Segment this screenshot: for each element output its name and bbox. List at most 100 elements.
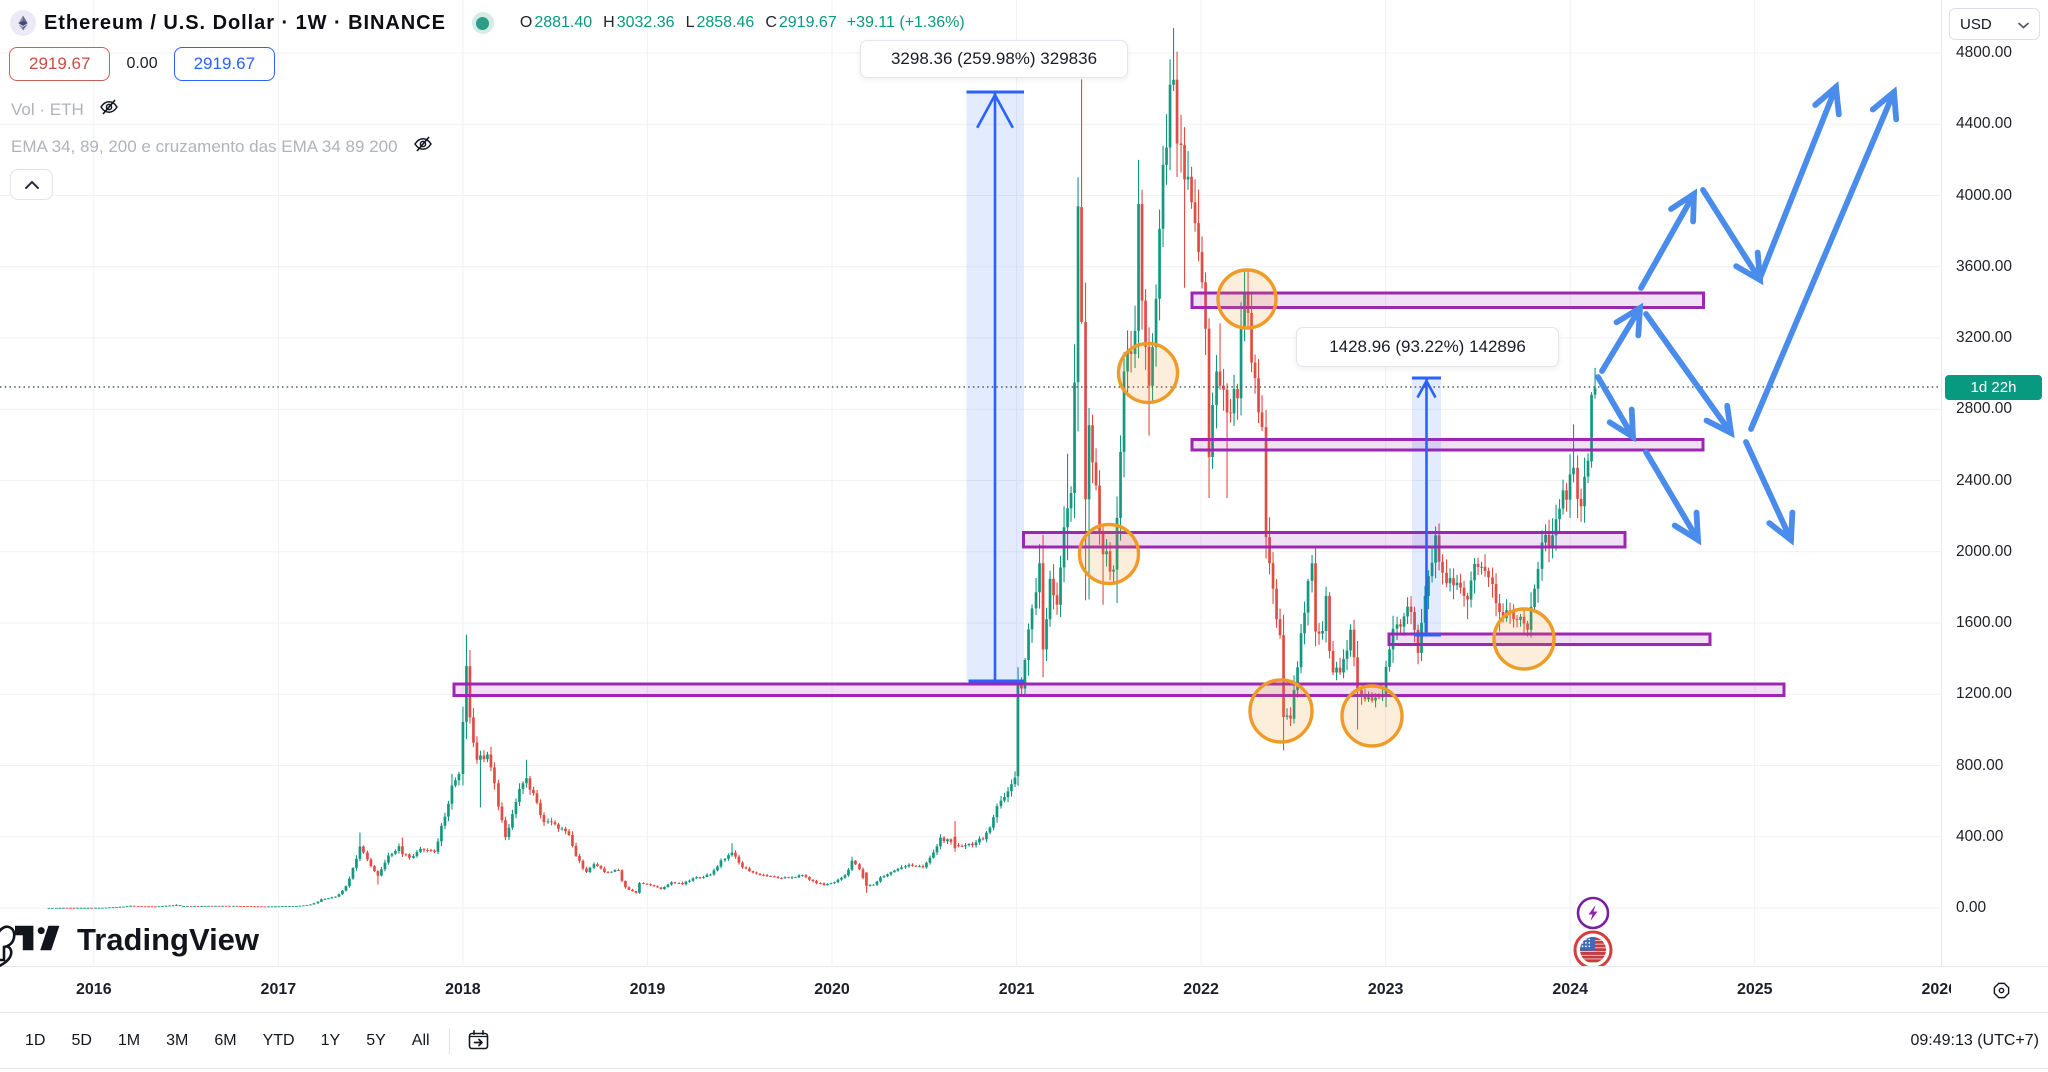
tradingview-wordmark: TradingView <box>77 921 260 957</box>
highlight-circle[interactable] <box>1340 684 1404 748</box>
arrow-down-to-2700[interactable] <box>1643 311 1734 436</box>
close-label: C <box>765 14 777 31</box>
connection-status-icon[interactable] <box>471 12 494 34</box>
low-value: 2858.46 <box>696 14 755 31</box>
measure-tooltip-1: 3298.36 (259.98%) 329836 <box>860 40 1128 78</box>
time-axis[interactable]: 2016 2017 2018 2019 2020 2021 2022 2023 2024 2025… <box>0 966 2048 1012</box>
ema-hidden-eye-icon[interactable] <box>412 133 434 160</box>
price-label-400.00: 400.00 <box>1956 827 2004 845</box>
bottom-toolbar: 1D 5D 1M 3M 6M YTD 1Y 5Y All 09:49:13 (UTC+7) <box>0 1012 2048 1069</box>
candles <box>47 28 1597 909</box>
toolbar-divider <box>448 1027 450 1054</box>
price-label-2400.00: 2400.00 <box>1956 471 2013 489</box>
volume-hidden-eye-icon[interactable] <box>98 96 120 123</box>
ohlc-values: O 2881.40 H 3032.36 L 2858.46 C 2919.67 +39.… <box>511 14 967 32</box>
range-button-1D[interactable]: 1D <box>25 1031 46 1049</box>
go-to-date-button[interactable] <box>460 1024 498 1058</box>
currency-selector[interactable]: USD <box>1949 8 2040 40</box>
collapse-panel-button[interactable] <box>10 169 53 200</box>
arrow-up-to-4600-a[interactable] <box>1757 84 1839 281</box>
price-label-0.00: 0.00 <box>1956 899 1987 916</box>
range-button-5D[interactable]: 5D <box>71 1031 92 1049</box>
measure-tooltip-2: 1428.96 (93.22%) 142896 <box>1296 327 1559 367</box>
currency-value: USD <box>1960 15 1992 33</box>
price-label-2800.00: 2800.00 <box>1956 400 2013 418</box>
year-label-2021: 2021 <box>998 980 1035 998</box>
supply-demand-zones[interactable] <box>452 291 1786 697</box>
arrow-down-to-3530[interactable] <box>1700 187 1763 283</box>
price-axis[interactable]: 4800.00 4400.00 4000.00 3600.00 3200.00 2800.… <box>1941 0 2048 966</box>
arrow-up-to-4000[interactable] <box>1638 191 1697 291</box>
range-button-5Y[interactable]: 5Y <box>366 1031 386 1049</box>
range-button-1Y[interactable]: 1Y <box>320 1031 341 1049</box>
year-label-2019: 2019 <box>629 980 666 998</box>
price-label-3600.00: 3600.00 <box>1956 257 2013 275</box>
candle-bodies-down <box>65 79 1583 909</box>
range-button-YTD[interactable]: YTD <box>262 1031 295 1049</box>
price-label-2000.00: 2000.00 <box>1956 542 2013 560</box>
ema-indicator-label[interactable]: EMA 34, 89, 200 e cruzamento das EMA 34 … <box>11 136 398 156</box>
axis-settings-icon[interactable] <box>1984 973 2018 1007</box>
arrow-up-to-3400[interactable] <box>1599 305 1643 374</box>
price-label-3200.00: 3200.00 <box>1956 329 2013 346</box>
bar-countdown-badge: 1d 22h <box>1945 375 2042 400</box>
session-clock[interactable]: 09:49:13 (UTC+7) <box>1910 1031 2039 1049</box>
sell-button[interactable]: 2919.67 <box>9 47 111 81</box>
range-button-6M[interactable]: 6M <box>214 1031 237 1049</box>
price-label-800.00: 800.00 <box>1956 756 2004 774</box>
arrow-up-to-4600-b[interactable] <box>1748 89 1897 432</box>
price-label-1600.00: 1600.00 <box>1956 614 2013 631</box>
buy-button[interactable]: 2919.67 <box>173 47 276 81</box>
volume-indicator-label[interactable]: Vol · ETH <box>11 99 84 119</box>
change-value: +39.11 (+1.36%) <box>846 14 965 31</box>
year-label-2016: 2016 <box>76 980 112 998</box>
highlight-circles[interactable] <box>1077 268 1556 748</box>
year-label-2018: 2018 <box>445 980 481 998</box>
year-label-2026: 2026 <box>1921 980 1958 998</box>
high-value: 3032.36 <box>616 14 675 31</box>
price-label-4400.00: 4400.00 <box>1956 115 2013 133</box>
spread-value: 0.00 <box>126 55 158 72</box>
highlight-circle[interactable] <box>1116 341 1180 405</box>
highlight-circle[interactable] <box>1216 268 1278 330</box>
year-label-2022: 2022 <box>1183 980 1219 998</box>
highlight-circle[interactable] <box>1077 522 1141 586</box>
low-label: L <box>685 14 695 31</box>
range-button-All[interactable]: All <box>411 1031 430 1049</box>
open-value: 2881.40 <box>534 14 593 31</box>
open-label: O <box>519 14 533 31</box>
ethereum-icon[interactable] <box>10 10 36 36</box>
price-label-4800.00: 4800.00 <box>1956 44 2013 61</box>
candle-bodies-up <box>47 79 1597 909</box>
zone-zone-1250[interactable] <box>452 682 1786 697</box>
range-button-1M[interactable]: 1M <box>117 1031 141 1049</box>
price-label-4000.00: 4000.00 <box>1956 186 2013 204</box>
price-range-measurements[interactable] <box>966 90 1442 683</box>
price-label-1200.00: 1200.00 <box>1956 685 2013 703</box>
year-label-2024: 2024 <box>1552 980 1588 998</box>
arrow-down-to-2060-a[interactable] <box>1643 449 1701 543</box>
symbol-title[interactable]: Ethereum / U.S. Dollar · 1W · BINANCE <box>44 11 446 34</box>
range-button-3M[interactable]: 3M <box>166 1031 189 1049</box>
sticker-icons[interactable] <box>1573 896 1613 970</box>
close-value: 2919.67 <box>778 14 837 31</box>
candle-wicks-down <box>66 51 1582 908</box>
zone-supply-2600[interactable] <box>1190 438 1705 452</box>
zone-zone-2060[interactable] <box>1022 531 1627 549</box>
zone-zone-1520[interactable] <box>1387 632 1712 646</box>
year-label-2020: 2020 <box>814 980 850 998</box>
tradingview-logo[interactable]: TradingView <box>0 920 259 970</box>
zone-supply-3400[interactable] <box>1190 291 1705 309</box>
year-label-2017: 2017 <box>260 980 297 998</box>
candle-wicks-up <box>48 28 1596 908</box>
highlight-circle[interactable] <box>1492 607 1556 671</box>
arrow-down-to-2600[interactable] <box>1595 374 1636 440</box>
year-label-2025: 2025 <box>1736 980 1773 998</box>
high-label: H <box>603 14 615 31</box>
trend-arrows[interactable] <box>1595 81 1900 546</box>
tradingview-mark <box>0 925 60 968</box>
arrow-down-to-2060-b[interactable] <box>1743 439 1794 543</box>
highlight-circle[interactable] <box>1248 678 1314 744</box>
